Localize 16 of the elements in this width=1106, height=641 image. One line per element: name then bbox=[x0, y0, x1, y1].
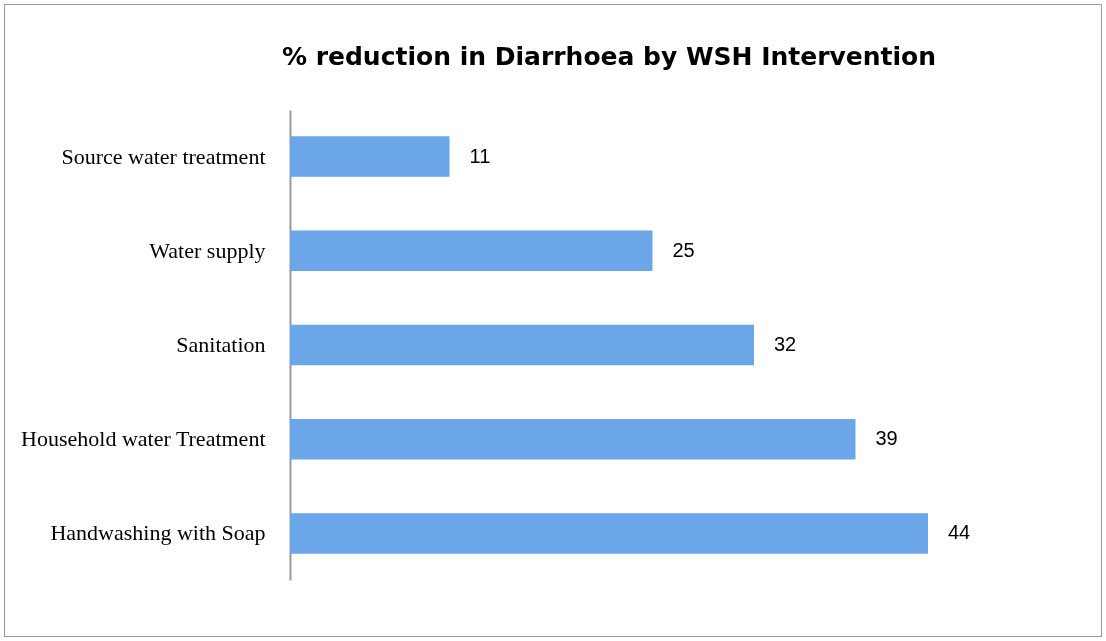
chart-title: % reduction in Diarrhoea by WSH Intervention bbox=[281, 42, 937, 71]
y-tick-label: Handwashing with Soap bbox=[50, 520, 266, 546]
y-tick-label: Water supply bbox=[149, 237, 266, 263]
data-label: 11 bbox=[469, 144, 491, 167]
bar bbox=[290, 136, 450, 177]
data-label: 25 bbox=[672, 238, 695, 261]
bar bbox=[290, 418, 856, 460]
y-tick-label: Household water Treatment bbox=[21, 426, 266, 452]
y-tick-label: Sanitation bbox=[176, 332, 266, 357]
data-label: 32 bbox=[774, 333, 797, 355]
bar bbox=[290, 230, 653, 272]
data-label: 44 bbox=[948, 521, 971, 544]
bar bbox=[290, 513, 928, 554]
bar bbox=[290, 324, 754, 366]
y-tick-label: Source water treatment bbox=[61, 143, 266, 169]
data-label: 39 bbox=[875, 427, 898, 450]
